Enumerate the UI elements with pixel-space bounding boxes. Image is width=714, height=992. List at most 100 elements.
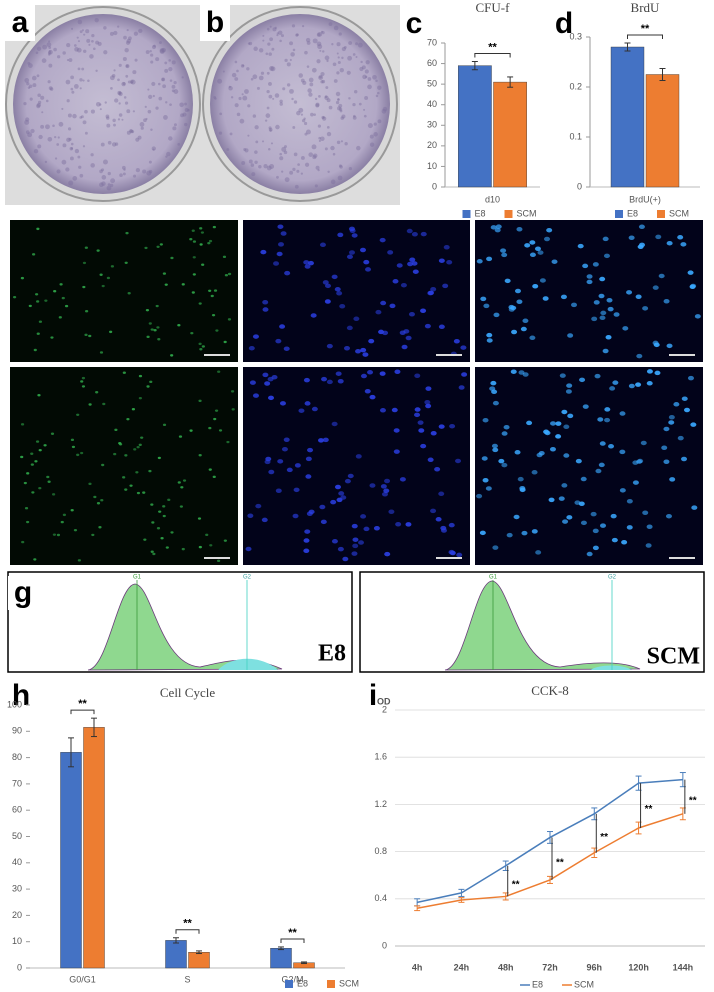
colony (353, 89, 358, 94)
colony (91, 33, 95, 38)
nucleus (337, 232, 344, 238)
colony (126, 38, 132, 44)
colony (317, 31, 323, 37)
nucleus (482, 477, 489, 483)
colony (318, 136, 321, 140)
nucleus (542, 296, 549, 301)
nucleus (44, 299, 48, 302)
nucleus (198, 302, 202, 305)
nucleus (482, 417, 489, 423)
colony (314, 184, 318, 188)
colony (326, 98, 331, 103)
colony (29, 97, 33, 101)
nucleus (448, 522, 455, 528)
nucleus (53, 289, 57, 293)
nucleus (326, 343, 333, 349)
panel-label: a (12, 6, 29, 39)
nucleus (177, 481, 181, 484)
nucleus (420, 443, 427, 449)
nucleus (292, 513, 299, 519)
nucleus (513, 514, 520, 520)
micrograph (10, 367, 238, 565)
nucleus (430, 430, 437, 436)
colony (348, 41, 353, 45)
nucleus (438, 324, 445, 330)
nucleus (661, 445, 668, 451)
nucleus (58, 316, 62, 319)
colony (105, 114, 110, 119)
x-tick-label: 4h (412, 962, 423, 972)
colony (236, 112, 241, 117)
scale-bar (204, 354, 230, 356)
colony (300, 78, 305, 83)
colony (324, 55, 330, 61)
nucleus (600, 523, 607, 528)
bar (645, 74, 680, 188)
nucleus (555, 421, 562, 426)
nucleus (192, 256, 196, 259)
scale-bar (669, 557, 695, 559)
nucleus (99, 351, 104, 354)
colony (284, 177, 290, 183)
colony (184, 102, 187, 106)
colony (47, 136, 53, 142)
nucleus (50, 432, 55, 435)
nucleus (93, 495, 97, 499)
colony (339, 165, 343, 169)
colony (347, 55, 353, 61)
nucleus (406, 228, 413, 234)
colony (262, 39, 265, 42)
colony (81, 29, 84, 32)
nucleus (56, 533, 61, 537)
nucleus (379, 371, 386, 376)
colony (303, 121, 308, 126)
nucleus (191, 229, 195, 232)
y-tick-label: 0 (577, 181, 582, 191)
colony (265, 52, 269, 56)
nucleus (435, 517, 442, 522)
nucleus (144, 246, 148, 250)
colony (56, 169, 61, 174)
colony (337, 56, 340, 59)
nucleus (73, 528, 78, 532)
colony (79, 173, 84, 178)
nucleus (529, 252, 536, 258)
colony (341, 46, 346, 52)
nucleus (526, 420, 533, 426)
nucleus (178, 435, 183, 438)
nucleus (200, 231, 205, 234)
nucleus (626, 499, 633, 504)
panel-label-bg (8, 576, 38, 610)
nucleus (360, 347, 367, 353)
colony (61, 159, 67, 165)
colony (148, 94, 153, 100)
nucleus (550, 421, 557, 426)
flow-label: SCM (647, 644, 700, 670)
nucleus (351, 551, 358, 556)
nucleus (414, 412, 421, 418)
chart-title: CFU-f (476, 0, 511, 15)
nucleus (60, 520, 64, 524)
nucleus (138, 374, 143, 378)
bar (610, 46, 645, 188)
colony (214, 97, 217, 100)
y-tick-label: 0.4 (374, 893, 387, 903)
nucleus (566, 383, 573, 388)
nucleus (102, 402, 106, 406)
colony (99, 103, 102, 106)
colony (68, 58, 73, 62)
nucleus (124, 488, 128, 491)
nucleus (405, 335, 412, 341)
colony (118, 91, 123, 97)
nucleus (82, 261, 87, 265)
nucleus (264, 381, 271, 386)
nucleus (262, 372, 269, 378)
colony (314, 97, 318, 101)
colony (284, 58, 288, 63)
nucleus (99, 273, 103, 276)
colony (48, 50, 52, 53)
nucleus (38, 448, 42, 452)
colony (248, 41, 253, 46)
colony (35, 51, 39, 55)
